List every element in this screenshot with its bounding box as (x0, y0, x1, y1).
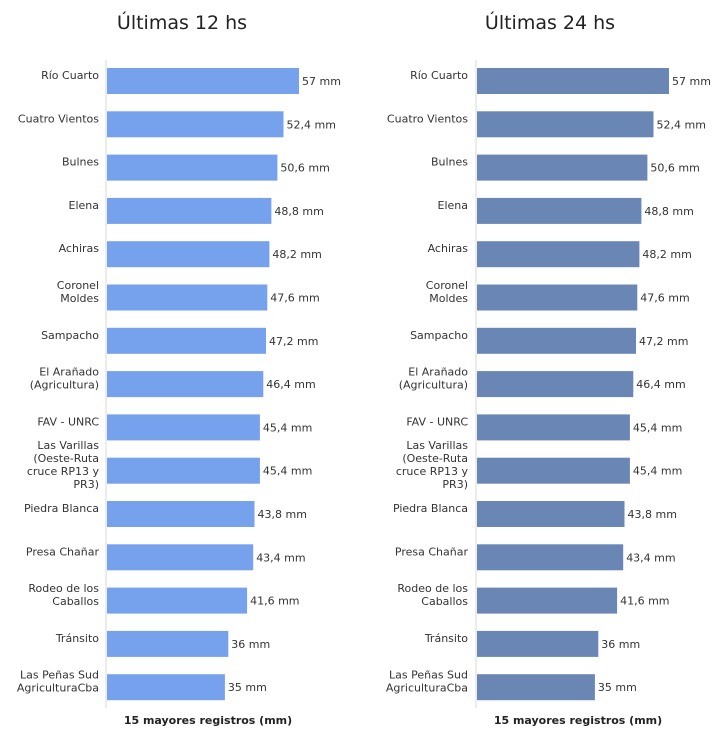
category-label: Presa Chañar (26, 545, 100, 558)
category-label: FAV - UNRC (406, 415, 468, 428)
category-label: Río Cuarto (41, 69, 99, 82)
bar (107, 674, 225, 701)
bar-value-label: 48,2 mm (272, 248, 321, 261)
category-label: Elena (69, 199, 100, 212)
bar (477, 284, 638, 311)
category-label: Piedra Blanca (393, 502, 468, 515)
bar (107, 371, 264, 398)
bar-value-label: 52,4 mm (657, 118, 706, 131)
bar (107, 327, 266, 354)
category-label: Cuatro Vientos (18, 112, 99, 125)
bar-value-label: 47,6 mm (640, 292, 689, 305)
bar-value-label: 47,2 mm (269, 335, 318, 348)
bar (477, 371, 634, 398)
category-label: Rodeo de los Caballos (28, 582, 99, 608)
bar-value-label: 36 mm (231, 638, 270, 651)
bar (107, 414, 260, 441)
bar-value-label: 45,4 mm (633, 421, 682, 434)
bar-value-label: 52,4 mm (287, 118, 336, 131)
bar (107, 111, 284, 138)
bar-value-label: 57 mm (302, 75, 341, 88)
bar-value-label: 47,2 mm (639, 335, 688, 348)
category-label: Rodeo de los Caballos (397, 582, 468, 608)
bar (477, 414, 630, 441)
bar-value-label: 41,6 mm (250, 595, 299, 608)
chart-title-12h: Últimas 12 hs (116, 12, 248, 34)
bar (107, 457, 260, 484)
bar (107, 630, 229, 657)
chart-title-24h: Últimas 24 hs (484, 12, 616, 34)
bar-value-label: 35 mm (598, 681, 637, 694)
category-label: Achiras (59, 242, 100, 255)
bar (477, 587, 618, 614)
bar-value-label: 47,6 mm (270, 292, 319, 305)
bar (477, 674, 595, 701)
category-label: Elena (438, 199, 469, 212)
bar (107, 284, 268, 311)
category-label: El Arañado (Agricultura) (399, 366, 469, 392)
category-label: Sampacho (41, 329, 99, 342)
bar (477, 111, 654, 138)
bar-value-label: 43,8 mm (258, 508, 307, 521)
x-axis-label-24h: 15 mayores registros (mm) (493, 714, 663, 727)
category-label: Río Cuarto (410, 69, 468, 82)
x-axis-label-12h: 15 mayores registros (mm) (123, 714, 293, 727)
chart-0: 57 mm Río Cuarto 52,4 mm Cuatro Vientos 50,6… (17, 60, 341, 708)
category-label: FAV - UNRC (37, 415, 99, 428)
bar (477, 154, 648, 181)
bar (107, 544, 254, 571)
bar (107, 241, 270, 268)
bar (107, 68, 299, 94)
bar-value-label: 48,8 mm (274, 205, 323, 218)
bar-value-label: 36 mm (601, 638, 640, 651)
bar-value-label: 48,8 mm (644, 205, 693, 218)
bar-value-label: 57 mm (672, 75, 711, 88)
bar-value-label: 46,4 mm (266, 378, 315, 391)
bar-value-label: 45,4 mm (263, 465, 312, 478)
bar-value-label: 43,4 mm (626, 551, 675, 564)
category-label: Coronel Moldes (426, 279, 468, 305)
bar (477, 68, 669, 94)
category-label: Las Peñas Sud AgriculturaCba (386, 669, 468, 695)
bar (477, 327, 636, 354)
bar-value-label: 50,6 mm (650, 162, 699, 175)
category-label: Achiras (428, 242, 469, 255)
category-label: Coronel Moldes (57, 279, 99, 305)
bar (107, 197, 272, 224)
category-label: Piedra Blanca (24, 502, 99, 515)
bar (477, 501, 625, 527)
bar (107, 501, 255, 527)
bar (477, 197, 642, 224)
category-label: El Arañado (Agricultura) (30, 366, 100, 392)
bar-value-label: 43,8 mm (628, 508, 677, 521)
bar (477, 630, 599, 657)
bar-value-label: 45,4 mm (263, 421, 312, 434)
category-label: Las Peñas Sud AgriculturaCba (17, 669, 99, 695)
category-label: Las Varillas (Oeste-Ruta cruce RP13 y PR3) (396, 439, 469, 491)
bar-value-label: 45,4 mm (633, 465, 682, 478)
category-label: Bulnes (62, 156, 99, 169)
category-label: Presa Chañar (395, 545, 469, 558)
bar-value-label: 35 mm (228, 681, 267, 694)
chart-1: 57 mm Río Cuarto 52,4 mm Cuatro Vientos 50,6… (386, 60, 711, 708)
category-label: Sampacho (410, 329, 468, 342)
category-label: Bulnes (431, 156, 468, 169)
bar-value-label: 48,2 mm (642, 248, 691, 261)
category-label: Las Varillas (Oeste-Ruta cruce RP13 y PR3) (27, 439, 100, 491)
bar-value-label: 43,4 mm (256, 551, 305, 564)
bar (477, 544, 624, 571)
bar (477, 241, 640, 268)
category-label: Tránsito (424, 632, 468, 645)
bar-value-label: 46,4 mm (636, 378, 685, 391)
bar-value-label: 41,6 mm (620, 595, 669, 608)
bar (477, 457, 630, 484)
bar (107, 587, 248, 614)
category-label: Cuatro Vientos (387, 112, 468, 125)
bar (107, 154, 278, 181)
category-label: Tránsito (55, 632, 99, 645)
bar-value-label: 50,6 mm (280, 162, 329, 175)
